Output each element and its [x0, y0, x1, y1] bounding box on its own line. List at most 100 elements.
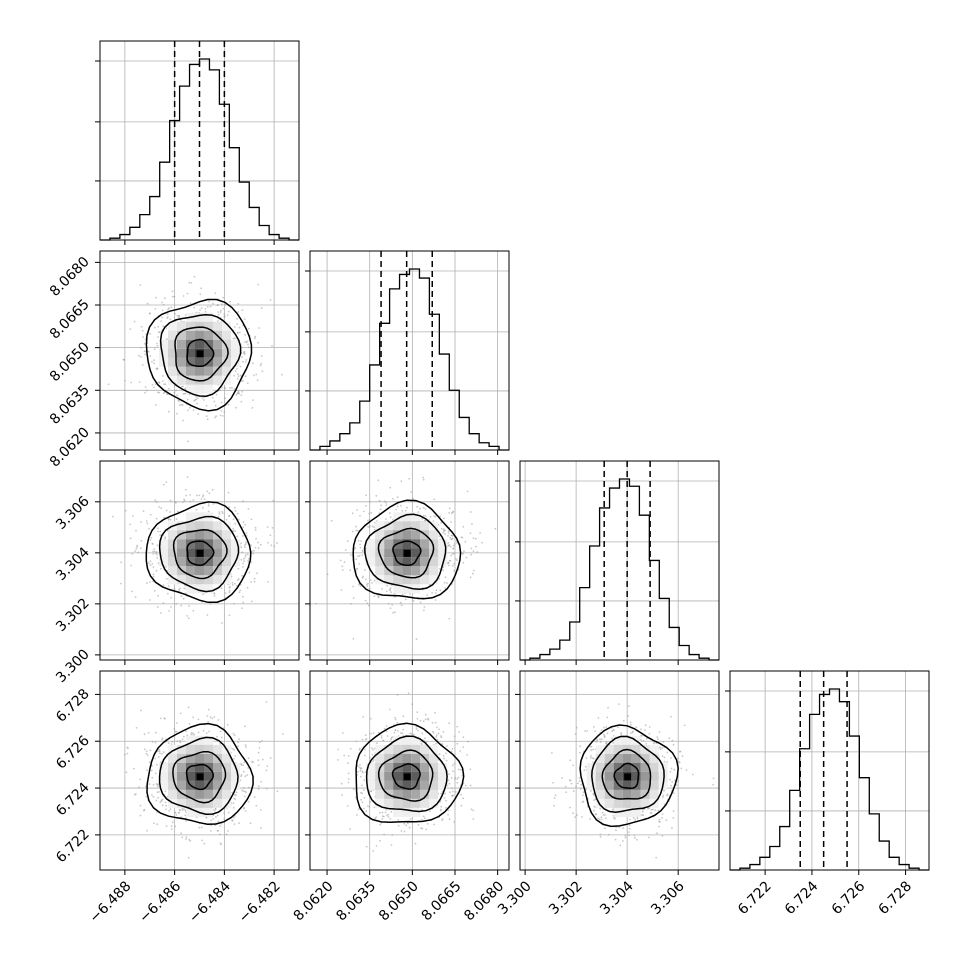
density-cell [204, 348, 213, 358]
scatter-point [444, 533, 446, 535]
scatter-point [169, 318, 172, 321]
contour-line [145, 298, 253, 412]
scatter-point [451, 564, 454, 567]
density-cell [222, 339, 231, 349]
scatter-point [472, 550, 475, 552]
scatter-point [422, 506, 425, 509]
scatter-point [451, 748, 454, 750]
scatter-point [220, 736, 223, 739]
scatter-point [368, 756, 371, 759]
scatter-point [417, 824, 420, 826]
scatter-point [474, 537, 477, 540]
scatter-point [391, 736, 394, 738]
scatter-point [180, 403, 183, 406]
scatter-point [250, 544, 252, 547]
density-cell [411, 530, 421, 540]
scatter-point [363, 754, 366, 757]
density-cell [420, 771, 430, 781]
scatter-point [157, 785, 159, 788]
scatter-point [157, 530, 159, 533]
scatter-point [184, 814, 187, 817]
scatter-point [189, 500, 192, 503]
scatter-point [344, 549, 347, 551]
scatter-point [161, 804, 164, 807]
density-cell [195, 384, 204, 394]
scatter-point [183, 499, 186, 502]
scatter-point [154, 731, 157, 734]
scatter-point [386, 735, 389, 737]
scatter-point [250, 561, 253, 563]
density-cell [213, 539, 222, 549]
scatter-point [207, 503, 210, 505]
scatter-point [159, 801, 162, 804]
scatter-point [206, 715, 209, 717]
scatter-point [361, 550, 364, 552]
scatter-point [255, 373, 258, 376]
scatter-point [271, 345, 273, 347]
scatter-point [233, 506, 236, 509]
density-cell [429, 789, 439, 799]
scatter-point [440, 736, 443, 739]
scatter-point [257, 751, 260, 754]
scatter-point [455, 558, 457, 560]
scatter-point [359, 764, 361, 766]
scatter-point [200, 287, 203, 290]
scatter-point [215, 415, 218, 418]
density-cell [411, 807, 421, 817]
scatter-point [448, 559, 451, 562]
scatter-point [387, 816, 390, 818]
density-cell [222, 530, 231, 540]
scatter-point [371, 582, 373, 584]
scatter-point [163, 391, 166, 394]
scatter-point [243, 795, 246, 798]
scatter-point [155, 517, 158, 520]
scatter-point [357, 765, 359, 768]
scatter-point [254, 529, 257, 531]
scatter-point [391, 604, 394, 606]
density-cell [222, 357, 231, 367]
scatter-point [228, 515, 231, 518]
density-cell [213, 375, 222, 385]
scatter-point [442, 566, 445, 568]
scatter-point [381, 811, 384, 814]
axes-frame [99, 460, 300, 661]
scatter-point [222, 296, 225, 299]
scatter-point [176, 394, 179, 396]
scatter-point [201, 593, 204, 596]
scatter-point [389, 818, 392, 820]
scatter-point [363, 807, 365, 810]
density-cell [420, 539, 430, 549]
scatter-point [440, 522, 443, 524]
scatter-point [205, 732, 208, 734]
scatter-point [421, 732, 424, 735]
scatter-point [165, 804, 167, 807]
scatter-point [247, 346, 250, 349]
scatter-point [253, 374, 255, 377]
scatter-point [158, 750, 161, 753]
scatter-point [217, 311, 220, 313]
scatter-point [169, 808, 172, 811]
scatter-point [213, 716, 216, 718]
scatter-point [244, 554, 247, 556]
density-cell [177, 321, 186, 331]
scatter-point [471, 572, 474, 575]
scatter-point [244, 333, 247, 336]
scatter-point [456, 542, 458, 544]
density-cell [186, 530, 195, 540]
density-cell [186, 798, 195, 808]
scatter-point [233, 749, 236, 751]
density-cell [177, 548, 186, 558]
scatter-point [375, 494, 378, 497]
scatter-point [234, 530, 237, 532]
scatter-point [180, 604, 183, 607]
scatter-point [257, 341, 260, 344]
scatter-point [154, 383, 157, 385]
scatter-point [448, 544, 451, 546]
scatter-point [470, 553, 473, 556]
scatter-point [156, 553, 158, 556]
scatter-point [383, 833, 385, 836]
density-cell [195, 330, 204, 340]
scatter-point [465, 784, 467, 787]
scatter-point [186, 292, 189, 295]
scatter-point [239, 589, 242, 592]
